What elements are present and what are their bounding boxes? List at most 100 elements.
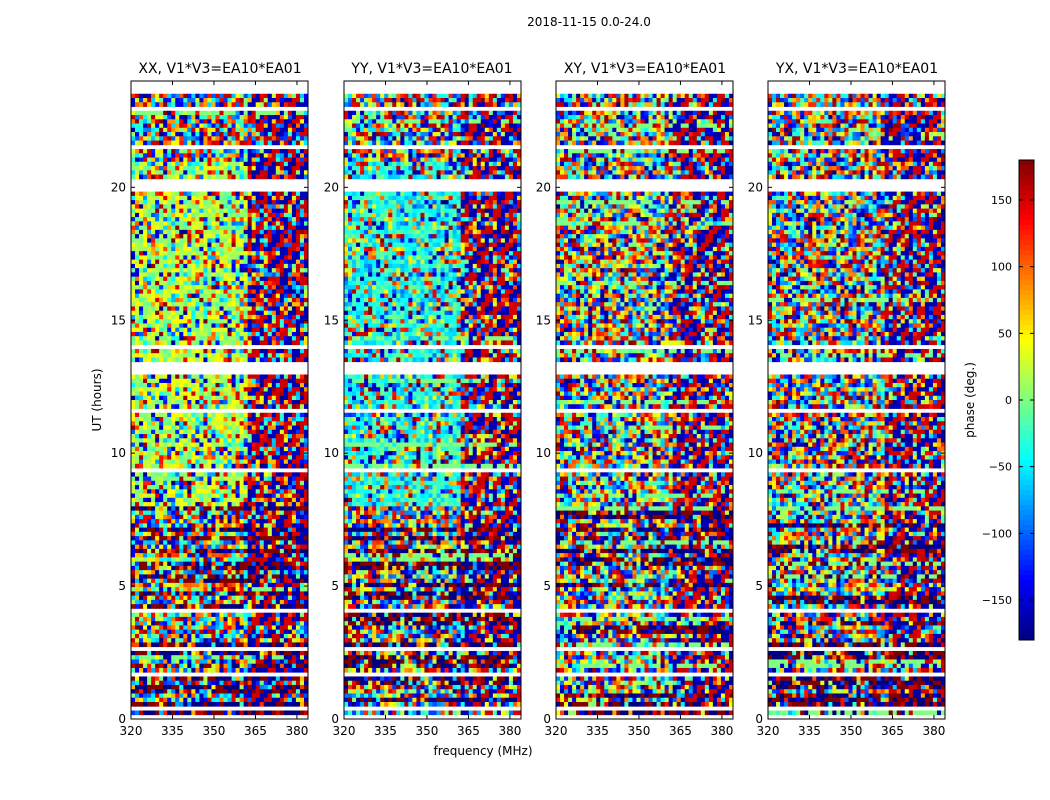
phase-cell	[223, 557, 228, 563]
phase-cell	[203, 519, 208, 524]
phase-cell	[227, 514, 232, 520]
phase-cell	[187, 234, 192, 239]
phase-cell	[227, 612, 232, 618]
phase-cell	[299, 531, 305, 537]
phase-cell	[139, 391, 144, 397]
phase-cell	[203, 272, 208, 278]
phase-cell	[175, 204, 180, 209]
phase-cell	[203, 336, 208, 341]
phase-cell	[151, 510, 156, 516]
phase-cell	[175, 531, 180, 537]
phase-cell	[203, 119, 208, 124]
phase-cell	[259, 417, 265, 422]
phase-cell	[283, 595, 289, 601]
phase-cell	[267, 429, 273, 435]
phase-cell	[215, 429, 220, 435]
phase-cell	[267, 336, 273, 341]
phase-cell	[259, 395, 265, 401]
phase-cell	[251, 302, 257, 307]
phase-cell	[203, 251, 208, 256]
phase-cell	[155, 123, 160, 129]
phase-cell	[195, 425, 200, 431]
phase-cell	[251, 599, 257, 605]
phase-cell	[267, 519, 273, 524]
phase-cell	[263, 425, 269, 431]
phase-cell	[151, 429, 156, 435]
phase-cell	[171, 136, 176, 141]
phase-cell	[267, 127, 273, 133]
phase-cell	[259, 306, 265, 312]
phase-cell	[139, 497, 144, 503]
phase-cell	[211, 336, 216, 341]
phase-cell	[159, 502, 164, 507]
phase-cell	[163, 497, 168, 503]
phase-cell	[255, 98, 261, 103]
phase-cell	[299, 302, 305, 307]
phase-cell	[195, 429, 200, 435]
phase-cell	[287, 425, 293, 431]
phase-cell	[279, 570, 285, 575]
phase-cell	[143, 621, 148, 626]
phase-cell	[179, 297, 184, 303]
phase-cell	[135, 497, 140, 503]
phase-cell	[195, 276, 200, 282]
phase-cell	[255, 268, 261, 273]
phase-cell	[255, 93, 261, 99]
phase-cell	[155, 323, 160, 329]
phase-cell	[151, 149, 156, 154]
phase-cell	[199, 604, 204, 609]
phase-cell	[131, 115, 136, 120]
phase-cell	[271, 540, 277, 546]
phase-cell	[195, 400, 200, 405]
phase-cell	[187, 136, 192, 141]
phase-cell	[199, 285, 204, 290]
phase-cell	[255, 485, 261, 490]
phase-cell	[243, 434, 249, 439]
phase-cell	[207, 336, 212, 341]
phase-cell	[135, 132, 140, 137]
phase-cell	[191, 259, 196, 265]
phase-cell	[223, 582, 228, 588]
phase-cell	[239, 451, 245, 456]
phase-cell	[263, 127, 269, 133]
phase-cell	[291, 578, 297, 584]
phase-cell	[299, 382, 305, 388]
phase-cell	[151, 353, 156, 358]
phase-cell	[151, 412, 156, 418]
phase-cell	[267, 417, 273, 422]
phase-cell	[227, 531, 232, 537]
phase-cell	[175, 472, 180, 477]
phase-cell	[195, 514, 200, 520]
phase-cell	[247, 170, 253, 175]
phase-cell	[203, 621, 208, 626]
phase-cell	[223, 331, 228, 337]
phase-cell	[179, 225, 184, 231]
phase-cell	[303, 404, 309, 409]
phase-cell	[303, 191, 309, 197]
phase-cell	[143, 570, 148, 575]
phase-cell	[187, 536, 192, 541]
phase-cell	[215, 191, 220, 197]
phase-cell	[279, 540, 285, 546]
phase-cell	[291, 268, 297, 273]
phase-cell	[163, 336, 168, 341]
phase-cell	[251, 510, 257, 516]
phase-cell	[175, 174, 180, 180]
phase-cell	[291, 229, 297, 235]
phase-cell	[135, 421, 140, 426]
phase-cell	[279, 319, 285, 324]
phase-cell	[279, 191, 285, 197]
phase-cell	[251, 319, 257, 324]
phase-cell	[279, 463, 285, 469]
phase-cell	[283, 302, 289, 307]
phase-cell	[207, 531, 212, 537]
phase-cell	[135, 476, 140, 482]
phase-cell	[195, 604, 200, 609]
phase-cell	[215, 612, 220, 618]
phase-cell	[267, 400, 273, 405]
phase-cell	[215, 289, 220, 295]
phase-cell	[139, 340, 144, 346]
phase-cell	[195, 621, 200, 626]
phase-cell	[155, 157, 160, 163]
phase-cell	[199, 170, 204, 175]
